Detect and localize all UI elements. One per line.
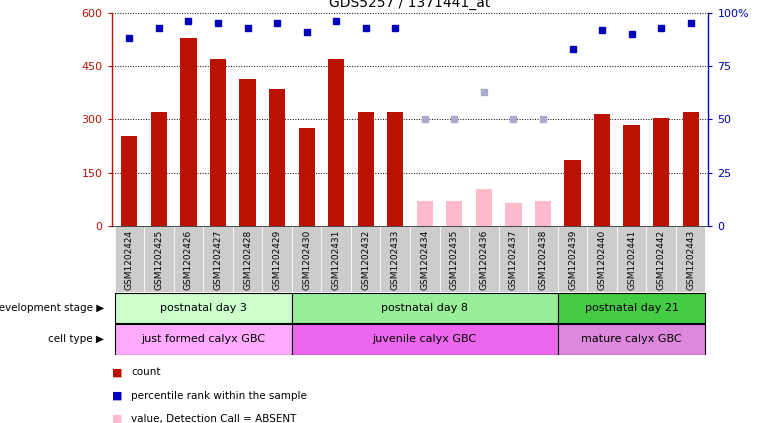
Bar [535,201,551,226]
Text: GSM1202434: GSM1202434 [420,230,430,290]
Bar [446,201,463,226]
Bar [528,226,557,292]
Bar [115,226,144,292]
Text: GSM1202440: GSM1202440 [598,230,607,290]
Bar [653,118,669,226]
Bar [292,293,557,323]
Text: ■: ■ [112,390,122,401]
Bar [676,226,705,292]
Bar [440,226,469,292]
Bar [682,113,699,226]
Bar [499,226,528,292]
Text: postnatal day 8: postnatal day 8 [381,303,468,313]
Bar [299,129,315,226]
Bar [476,189,492,226]
Bar [239,79,256,226]
Bar [646,226,676,292]
Bar [469,226,499,292]
Text: ■: ■ [112,367,122,377]
Bar [269,89,285,226]
Bar [557,324,705,354]
Text: GSM1202437: GSM1202437 [509,230,518,290]
Bar [144,226,174,292]
Bar [233,226,263,292]
Bar [328,59,344,226]
Text: cell type ▶: cell type ▶ [48,335,104,344]
Bar [292,226,321,292]
Bar [588,226,617,292]
Text: postnatal day 3: postnatal day 3 [160,303,246,313]
Bar [203,226,233,292]
Bar [115,293,292,323]
Bar [115,324,292,354]
Text: count: count [131,367,160,377]
Text: GSM1202427: GSM1202427 [213,230,223,290]
Text: value, Detection Call = ABSENT: value, Detection Call = ABSENT [131,414,296,423]
Text: GSM1202443: GSM1202443 [686,230,695,290]
Bar [321,226,351,292]
Text: GSM1202432: GSM1202432 [361,230,370,290]
Text: mature calyx GBC: mature calyx GBC [581,335,682,344]
Text: GSM1202441: GSM1202441 [627,230,636,290]
Bar [410,226,440,292]
Text: GSM1202429: GSM1202429 [273,230,282,290]
Text: postnatal day 21: postnatal day 21 [584,303,678,313]
Bar [380,226,410,292]
Bar [292,324,557,354]
Text: GSM1202438: GSM1202438 [538,230,547,290]
Bar [263,226,292,292]
Bar [387,113,403,226]
Title: GDS5257 / 1371441_at: GDS5257 / 1371441_at [330,0,490,10]
Text: GSM1202430: GSM1202430 [302,230,311,290]
Bar [557,226,588,292]
Bar [180,38,196,226]
Bar [557,293,705,323]
Text: ■: ■ [112,414,122,423]
Text: GSM1202439: GSM1202439 [568,230,577,290]
Text: GSM1202442: GSM1202442 [657,230,665,290]
Text: GSM1202428: GSM1202428 [243,230,252,290]
Text: GSM1202435: GSM1202435 [450,230,459,290]
Bar [121,135,138,226]
Bar [617,226,646,292]
Text: GSM1202426: GSM1202426 [184,230,193,290]
Bar [357,113,374,226]
Bar [174,226,203,292]
Text: development stage ▶: development stage ▶ [0,303,104,313]
Text: juvenile calyx GBC: juvenile calyx GBC [373,335,477,344]
Text: just formed calyx GBC: just formed calyx GBC [141,335,265,344]
Bar [417,201,433,226]
Text: percentile rank within the sample: percentile rank within the sample [131,390,306,401]
Bar [624,125,640,226]
Text: GSM1202425: GSM1202425 [155,230,163,290]
Bar [151,113,167,226]
Text: GSM1202424: GSM1202424 [125,230,134,290]
Text: GSM1202436: GSM1202436 [480,230,488,290]
Bar [594,114,610,226]
Bar [564,160,581,226]
Bar [351,226,380,292]
Text: GSM1202433: GSM1202433 [390,230,400,290]
Bar [210,59,226,226]
Text: GSM1202431: GSM1202431 [332,230,340,290]
Bar [505,203,521,226]
